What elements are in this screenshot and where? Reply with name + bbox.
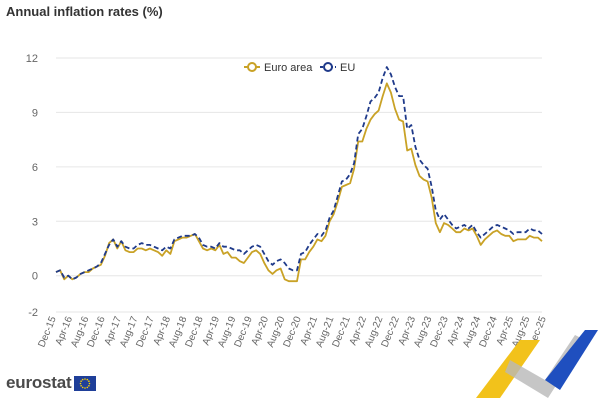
eurostat-swoosh-graphic — [476, 330, 598, 398]
series-line-eu — [55, 66, 543, 281]
eurostat-wordmark: eurostat — [6, 373, 72, 392]
legend-label: EU — [340, 62, 355, 74]
legend-label: Euro area — [264, 62, 313, 74]
series-line-euro-area — [55, 82, 543, 283]
y-tick-label: -2 — [28, 307, 38, 319]
eurostat-logo: eurostat — [6, 373, 97, 393]
eu-flag-icon — [74, 375, 97, 391]
blue-swoosh — [545, 330, 598, 390]
grey-swoosh — [505, 335, 585, 398]
y-axis-ticks: -2 0 3 6 9 12 — [26, 53, 38, 319]
legend-swatch-marker — [323, 62, 333, 72]
x-axis-ticks: Dec-15Apr-16Aug-16Dec-16Apr-17Aug-17Dec-… — [37, 315, 550, 349]
grid-lines — [56, 57, 542, 313]
y-tick-label: 9 — [32, 107, 38, 119]
legend[interactable]: Euro area EU — [244, 62, 355, 74]
chart-title: Annual inflation rates (%) — [6, 4, 163, 19]
legend-item-eu[interactable]: EU — [320, 62, 355, 74]
y-tick-label: 6 — [32, 162, 38, 174]
legend-item-euro-area[interactable]: Euro area — [244, 62, 313, 74]
series-lines — [55, 66, 543, 283]
y-tick-label: 12 — [26, 53, 38, 65]
y-tick-label: 3 — [32, 216, 38, 228]
legend-swatch-marker — [247, 62, 257, 72]
y-tick-label: 0 — [32, 271, 38, 283]
